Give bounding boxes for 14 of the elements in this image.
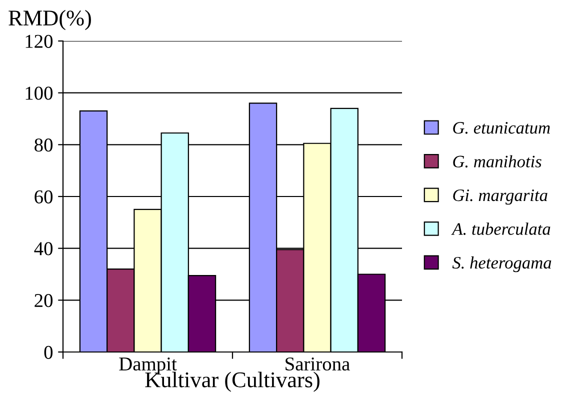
legend-label: G. manihotis [453,155,542,168]
legend-label: S. heterogama [452,256,552,272]
x-tick-label: Sarirona [286,357,350,371]
legend-label: G. etunicatum [453,122,550,134]
y-tick-label: 120 [26,34,53,48]
y-tick-label: 100 [26,86,53,100]
y-tick-label: 60 [34,190,53,204]
y-tick-label: 40 [34,242,53,256]
legend-label: Gi. margarita [453,189,548,205]
y-tick-label: 80 [34,138,53,152]
legend-label: A. tuberculata [451,222,550,235]
y-tick-label: 0 [44,346,53,359]
y-tick-label: 20 [34,294,53,308]
y-axis-title: RMD(%) [8,10,91,30]
